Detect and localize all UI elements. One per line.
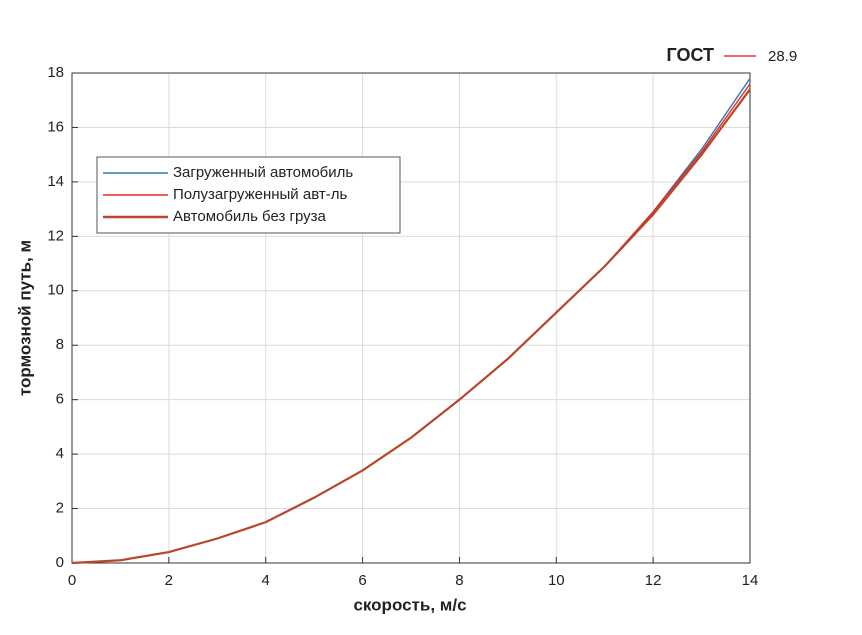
x-tick-label: 6: [358, 572, 366, 589]
annotation-value: 28.9: [768, 48, 797, 65]
y-tick-label: 12: [47, 227, 64, 244]
legend-label: Автомобиль без груза: [173, 208, 327, 225]
y-tick-label: 6: [56, 391, 64, 408]
y-axis-label: тормозной путь, м: [15, 240, 34, 396]
y-tick-label: 10: [47, 282, 64, 299]
legend-label: Загруженный автомобиль: [173, 164, 353, 181]
y-tick-label: 18: [47, 64, 64, 81]
x-tick-label: 4: [262, 572, 270, 589]
x-tick-label: 8: [455, 572, 463, 589]
plot-frame: [71, 72, 751, 564]
y-tick-label: 0: [56, 554, 64, 571]
legend-label: Полузагруженный авт-ль: [173, 186, 347, 203]
x-tick-label: 14: [742, 572, 759, 589]
x-axis-label: скорость, м/с: [353, 595, 466, 614]
x-tick-label: 10: [548, 572, 565, 589]
y-tick-label: 2: [56, 500, 64, 517]
y-tick-label: 4: [56, 445, 64, 462]
x-tick-label: 2: [165, 572, 173, 589]
y-tick-label: 16: [47, 118, 64, 135]
y-tick-label: 8: [56, 336, 64, 353]
x-tick-label: 12: [645, 572, 662, 589]
series-line: [71, 88, 751, 565]
annotation-label: ГОСТ: [666, 45, 714, 65]
y-tick-label: 14: [47, 173, 64, 190]
plot-area: [72, 73, 750, 563]
x-tick-label: 0: [68, 572, 76, 589]
